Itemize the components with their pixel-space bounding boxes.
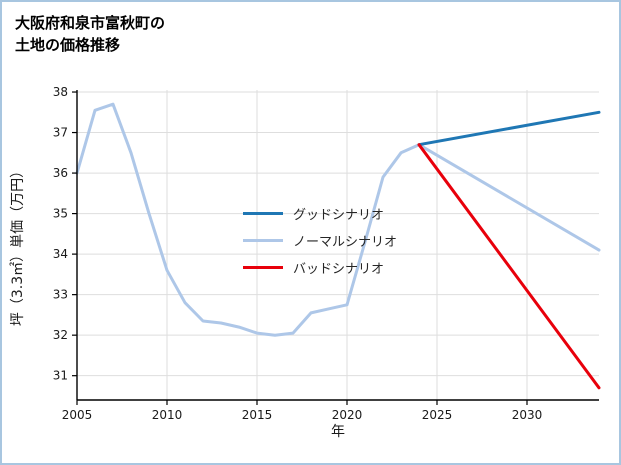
legend-label-good: グッドシナリオ <box>293 208 385 223</box>
series-line-good <box>417 110 601 147</box>
x-tick-label-2015: 2015 <box>242 408 273 422</box>
y-tick-label-32: 32 <box>53 328 68 342</box>
legend-item-bad: バッドシナリオ <box>243 258 397 277</box>
series-line-bad <box>417 143 601 390</box>
y-axis-label: 坪（3.3㎡）単価（万円） <box>10 164 26 326</box>
x-axis-label: 年 <box>331 424 345 440</box>
legend: グッドシナリオ ノーマルシナリオ バッドシナリオ <box>243 204 397 277</box>
x-tick-label-2010: 2010 <box>152 408 183 422</box>
legend-line-bad-icon <box>243 266 283 269</box>
y-tick-label-31: 31 <box>53 369 68 383</box>
legend-line-normal-icon <box>243 239 283 242</box>
x-tick-label-2005: 2005 <box>62 408 93 422</box>
x-tick-label-2030: 2030 <box>512 408 543 422</box>
legend-label-bad: バッドシナリオ <box>293 262 385 277</box>
y-tick-label-35: 35 <box>53 207 68 221</box>
chart-title-line2: 土地の価格推移 <box>15 36 121 54</box>
y-tick-label-36: 36 <box>53 166 68 180</box>
y-tick-label-34: 34 <box>53 247 68 261</box>
legend-line-good-icon <box>243 212 283 215</box>
legend-item-good: グッドシナリオ <box>243 204 397 223</box>
legend-label-normal: ノーマルシナリオ <box>293 235 398 250</box>
y-tick-label-37: 37 <box>53 126 68 140</box>
y-tick-label-33: 33 <box>53 288 68 302</box>
legend-item-normal: ノーマルシナリオ <box>243 231 397 250</box>
chart-title-line1: 大阪府和泉市富秋町の <box>15 14 166 32</box>
y-tick-label-38: 38 <box>53 85 68 99</box>
series-line-normal <box>75 102 601 337</box>
x-tick-label-2025: 2025 <box>422 408 453 422</box>
x-tick-label-2020: 2020 <box>332 408 363 422</box>
chart-title: 大阪府和泉市富秋町の 土地の価格推移 <box>15 12 165 56</box>
